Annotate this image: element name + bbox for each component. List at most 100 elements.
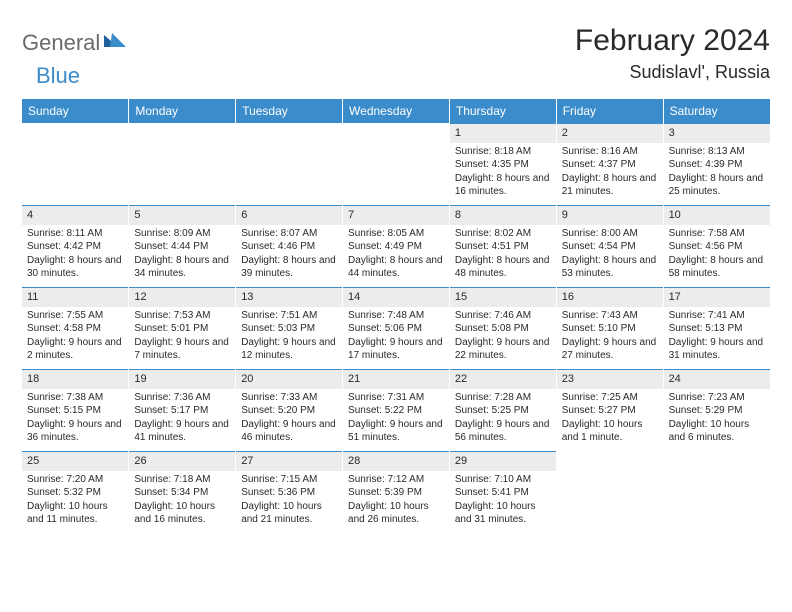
daylight-line: Daylight: 8 hours and 34 minutes. [134,254,230,281]
weekday-header: Wednesday [343,99,450,123]
day-details: Sunrise: 8:09 AMSunset: 4:44 PMDaylight:… [129,225,235,285]
calendar-page: General February 2024 Sudislavl', Russia… [0,0,792,557]
weekday-header: Tuesday [236,99,343,123]
sunset-line: Sunset: 5:15 PM [27,404,123,418]
sunrise-line: Sunrise: 7:41 AM [669,309,765,323]
sunrise-line: Sunrise: 7:12 AM [348,473,444,487]
calendar-body: 1Sunrise: 8:18 AMSunset: 4:35 PMDaylight… [22,123,770,533]
calendar-cell [22,123,129,205]
day-details: Sunrise: 8:00 AMSunset: 4:54 PMDaylight:… [557,225,663,285]
day-details: Sunrise: 7:38 AMSunset: 5:15 PMDaylight:… [22,389,128,449]
daylight-line: Daylight: 8 hours and 30 minutes. [27,254,123,281]
sunrise-line: Sunrise: 7:46 AM [455,309,551,323]
sunset-line: Sunset: 4:37 PM [562,158,658,172]
sunset-line: Sunset: 4:49 PM [348,240,444,254]
day-number: 14 [343,287,449,307]
day-number: 4 [22,205,128,225]
daylight-line: Daylight: 10 hours and 31 minutes. [455,500,551,527]
daylight-line: Daylight: 9 hours and 41 minutes. [134,418,230,445]
daylight-line: Daylight: 10 hours and 16 minutes. [134,500,230,527]
sunset-line: Sunset: 5:20 PM [241,404,337,418]
day-number: 24 [664,369,770,389]
calendar-cell: 1Sunrise: 8:18 AMSunset: 4:35 PMDaylight… [449,123,556,205]
sunset-line: Sunset: 5:03 PM [241,322,337,336]
calendar-cell: 19Sunrise: 7:36 AMSunset: 5:17 PMDayligh… [129,369,236,451]
day-number: 7 [343,205,449,225]
brand-logo: General [22,30,128,56]
sunset-line: Sunset: 5:41 PM [455,486,551,500]
sunset-line: Sunset: 5:29 PM [669,404,765,418]
daylight-line: Daylight: 9 hours and 46 minutes. [241,418,337,445]
sunrise-line: Sunrise: 7:58 AM [669,227,765,241]
sunset-line: Sunset: 4:58 PM [27,322,123,336]
sunrise-line: Sunrise: 8:09 AM [134,227,230,241]
calendar-cell: 13Sunrise: 7:51 AMSunset: 5:03 PMDayligh… [236,287,343,369]
sunset-line: Sunset: 4:44 PM [134,240,230,254]
calendar-cell: 22Sunrise: 7:28 AMSunset: 5:25 PMDayligh… [449,369,556,451]
day-details: Sunrise: 8:07 AMSunset: 4:46 PMDaylight:… [236,225,342,285]
sunset-line: Sunset: 4:56 PM [669,240,765,254]
calendar-cell: 9Sunrise: 8:00 AMSunset: 4:54 PMDaylight… [556,205,663,287]
day-details: Sunrise: 7:15 AMSunset: 5:36 PMDaylight:… [236,471,342,531]
sunset-line: Sunset: 5:27 PM [562,404,658,418]
calendar-cell: 15Sunrise: 7:46 AMSunset: 5:08 PMDayligh… [449,287,556,369]
daylight-line: Daylight: 10 hours and 6 minutes. [669,418,765,445]
day-details: Sunrise: 8:02 AMSunset: 4:51 PMDaylight:… [450,225,556,285]
sunset-line: Sunset: 5:34 PM [134,486,230,500]
day-details: Sunrise: 8:16 AMSunset: 4:37 PMDaylight:… [557,143,663,203]
day-details: Sunrise: 7:55 AMSunset: 4:58 PMDaylight:… [22,307,128,367]
calendar-cell: 5Sunrise: 8:09 AMSunset: 4:44 PMDaylight… [129,205,236,287]
day-details: Sunrise: 7:33 AMSunset: 5:20 PMDaylight:… [236,389,342,449]
brand-blue: Blue [36,63,80,88]
calendar-cell: 6Sunrise: 8:07 AMSunset: 4:46 PMDaylight… [236,205,343,287]
sunrise-line: Sunrise: 8:13 AM [669,145,765,159]
calendar-cell [236,123,343,205]
sunset-line: Sunset: 4:54 PM [562,240,658,254]
calendar-cell: 24Sunrise: 7:23 AMSunset: 5:29 PMDayligh… [663,369,770,451]
day-number: 15 [450,287,556,307]
calendar-cell: 21Sunrise: 7:31 AMSunset: 5:22 PMDayligh… [343,369,450,451]
sunset-line: Sunset: 5:06 PM [348,322,444,336]
sunrise-line: Sunrise: 7:36 AM [134,391,230,405]
day-number: 11 [22,287,128,307]
calendar-cell: 7Sunrise: 8:05 AMSunset: 4:49 PMDaylight… [343,205,450,287]
sunset-line: Sunset: 5:32 PM [27,486,123,500]
calendar-cell: 18Sunrise: 7:38 AMSunset: 5:15 PMDayligh… [22,369,129,451]
sunset-line: Sunset: 5:13 PM [669,322,765,336]
daylight-line: Daylight: 8 hours and 53 minutes. [562,254,658,281]
daylight-line: Daylight: 8 hours and 39 minutes. [241,254,337,281]
sunrise-line: Sunrise: 8:02 AM [455,227,551,241]
day-number: 18 [22,369,128,389]
sunrise-line: Sunrise: 8:11 AM [27,227,123,241]
calendar-cell: 11Sunrise: 7:55 AMSunset: 4:58 PMDayligh… [22,287,129,369]
day-details: Sunrise: 8:05 AMSunset: 4:49 PMDaylight:… [343,225,449,285]
day-details: Sunrise: 7:20 AMSunset: 5:32 PMDaylight:… [22,471,128,531]
day-details: Sunrise: 7:53 AMSunset: 5:01 PMDaylight:… [129,307,235,367]
daylight-line: Daylight: 9 hours and 22 minutes. [455,336,551,363]
calendar-cell: 4Sunrise: 8:11 AMSunset: 4:42 PMDaylight… [22,205,129,287]
sunrise-line: Sunrise: 7:18 AM [134,473,230,487]
calendar-cell [129,123,236,205]
sunrise-line: Sunrise: 8:05 AM [348,227,444,241]
day-number: 22 [450,369,556,389]
day-details: Sunrise: 7:48 AMSunset: 5:06 PMDaylight:… [343,307,449,367]
sunrise-line: Sunrise: 7:25 AM [562,391,658,405]
daylight-line: Daylight: 10 hours and 11 minutes. [27,500,123,527]
daylight-line: Daylight: 10 hours and 21 minutes. [241,500,337,527]
sunrise-line: Sunrise: 7:31 AM [348,391,444,405]
weekday-header: Monday [129,99,236,123]
day-details: Sunrise: 8:11 AMSunset: 4:42 PMDaylight:… [22,225,128,285]
day-details: Sunrise: 7:25 AMSunset: 5:27 PMDaylight:… [557,389,663,449]
sunrise-line: Sunrise: 7:20 AM [27,473,123,487]
day-details: Sunrise: 7:31 AMSunset: 5:22 PMDaylight:… [343,389,449,449]
day-details: Sunrise: 8:13 AMSunset: 4:39 PMDaylight:… [664,143,770,203]
daylight-line: Daylight: 9 hours and 17 minutes. [348,336,444,363]
day-details: Sunrise: 7:46 AMSunset: 5:08 PMDaylight:… [450,307,556,367]
calendar-cell: 29Sunrise: 7:10 AMSunset: 5:41 PMDayligh… [449,451,556,533]
daylight-line: Daylight: 8 hours and 44 minutes. [348,254,444,281]
daylight-line: Daylight: 9 hours and 31 minutes. [669,336,765,363]
sunrise-line: Sunrise: 7:28 AM [455,391,551,405]
daylight-line: Daylight: 8 hours and 58 minutes. [669,254,765,281]
day-details: Sunrise: 7:58 AMSunset: 4:56 PMDaylight:… [664,225,770,285]
day-number: 2 [557,123,663,143]
